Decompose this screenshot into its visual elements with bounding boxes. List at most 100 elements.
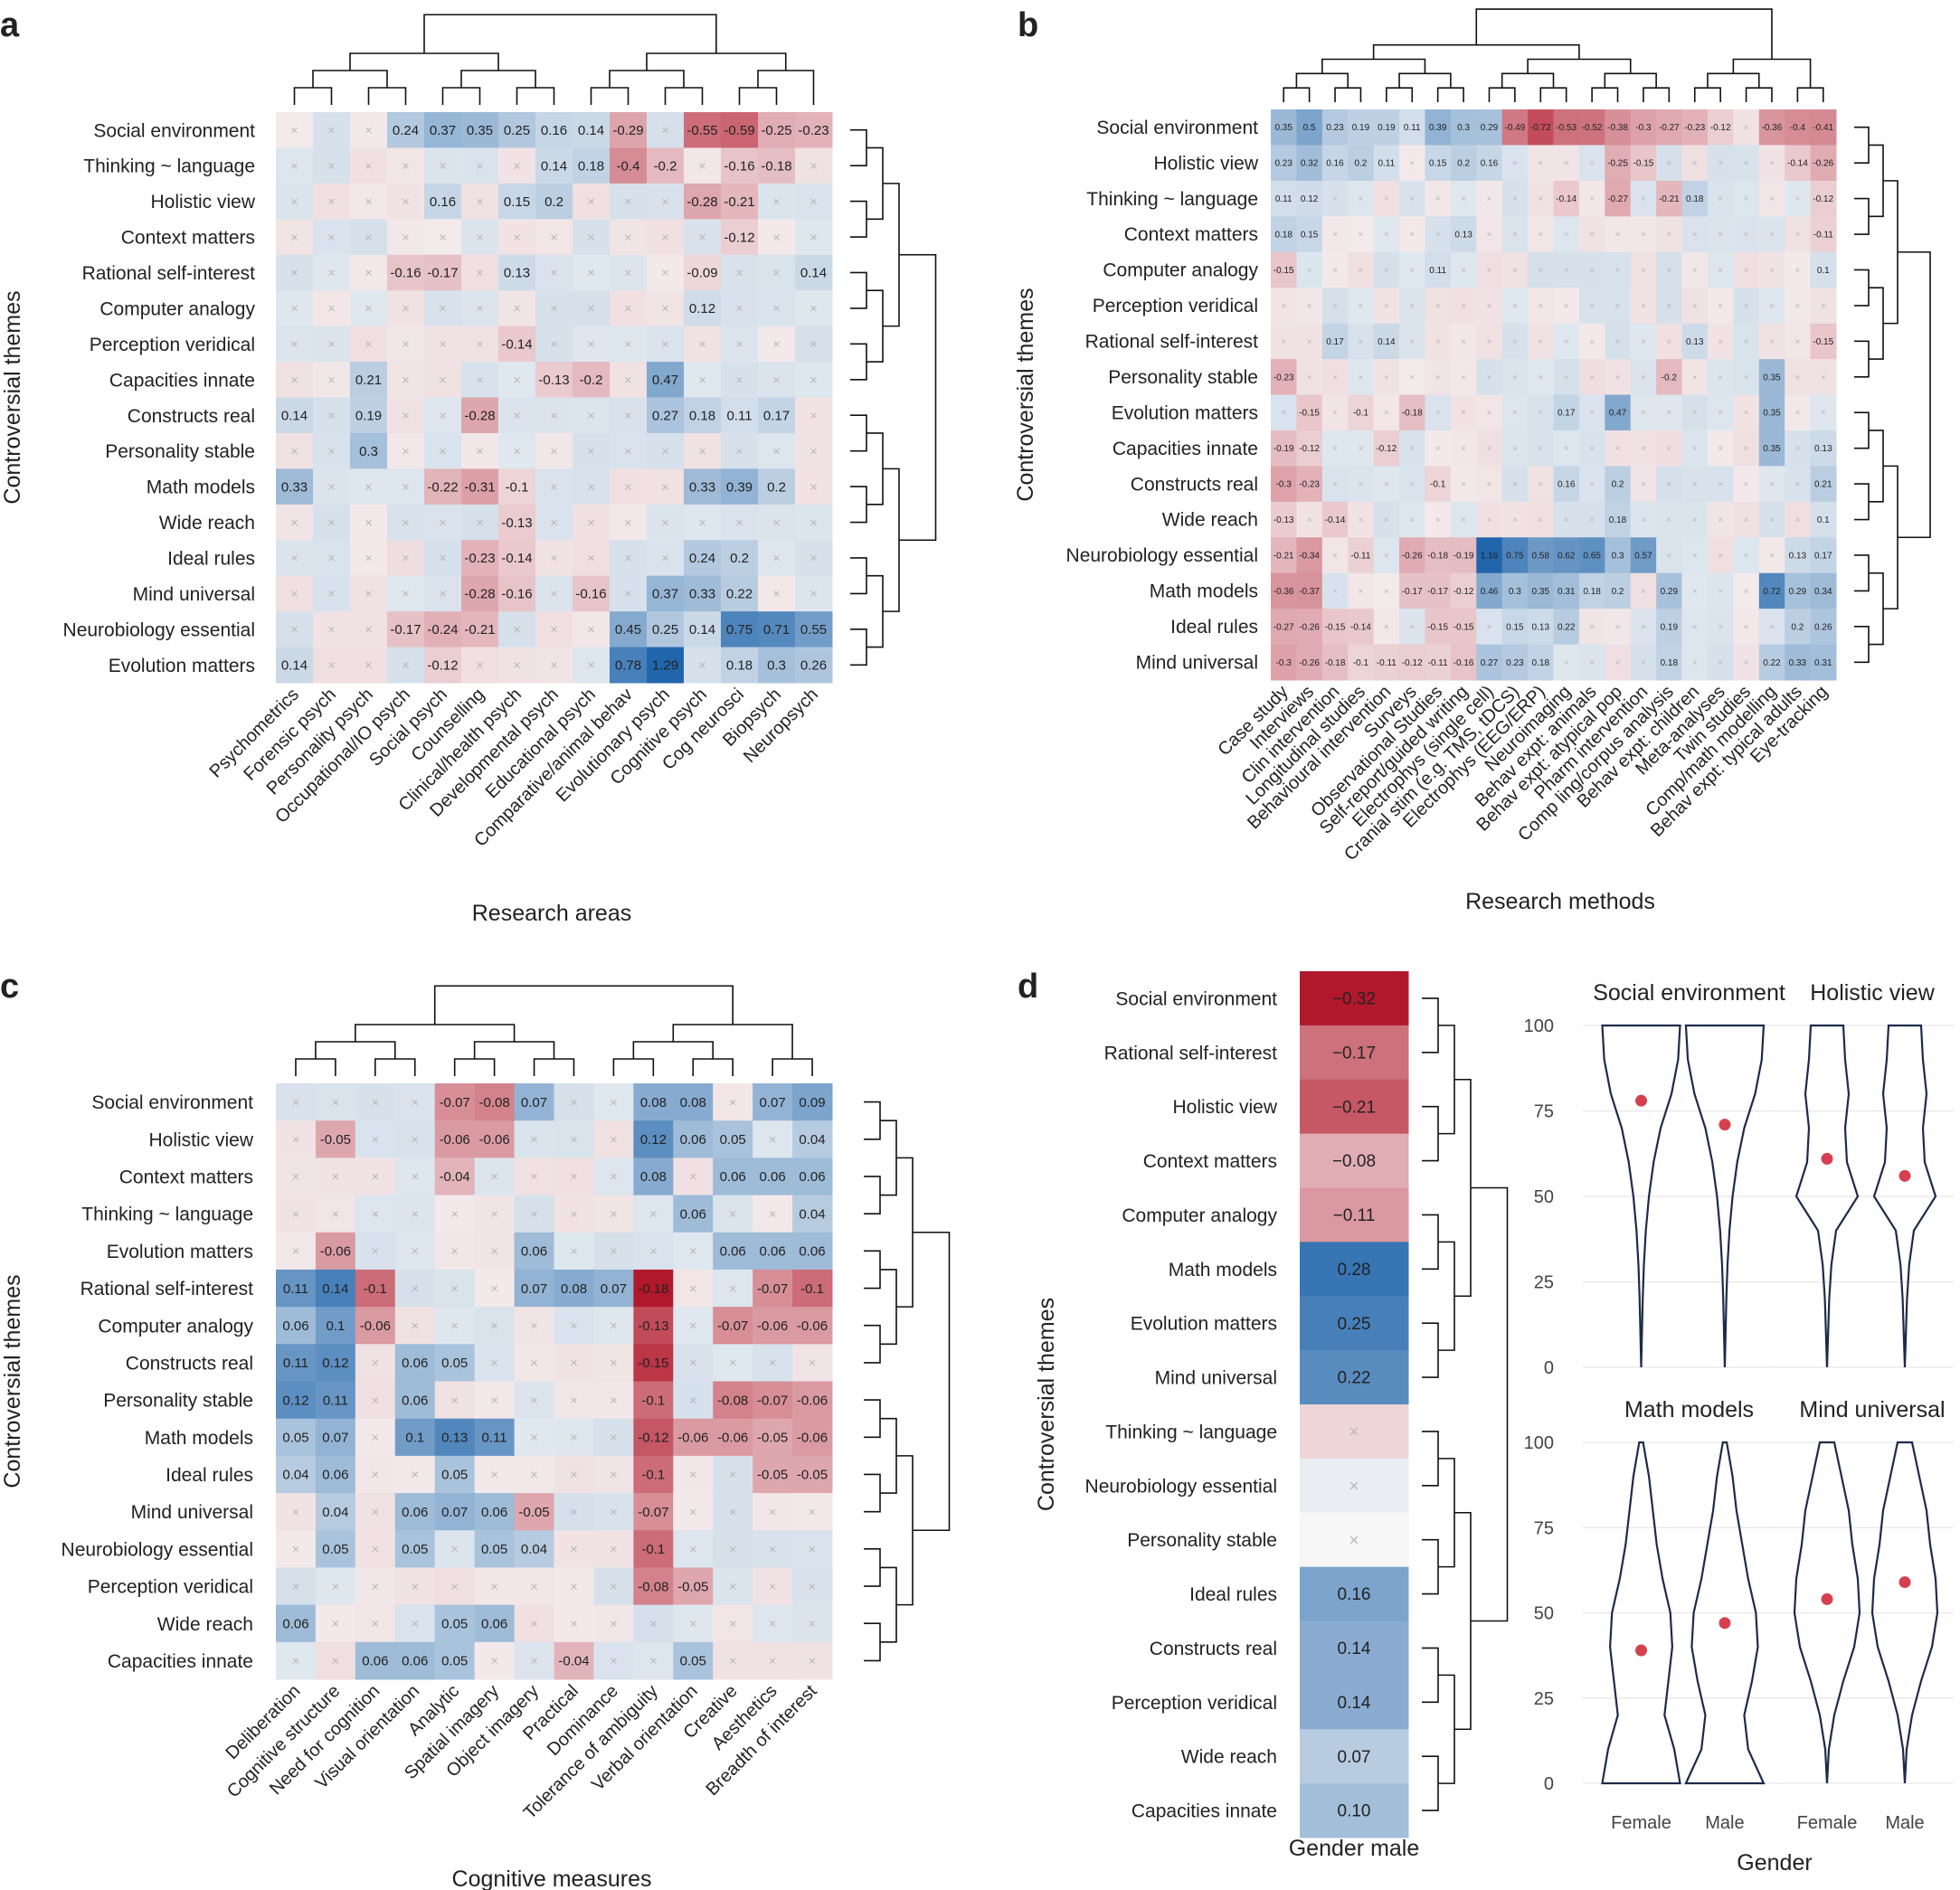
heatmap-cell (315, 1530, 356, 1568)
null-marker: × (624, 551, 632, 566)
null-marker: × (365, 301, 373, 317)
heatmap-cell (394, 1232, 436, 1271)
cell-value: 0.39 (1429, 123, 1447, 133)
null-marker: × (290, 266, 298, 281)
heatmap-cell (1578, 430, 1605, 467)
null-marker: × (1538, 480, 1543, 490)
null-marker: × (1564, 231, 1569, 241)
heatmap-cell (554, 1083, 594, 1121)
heatmap-cell (1271, 537, 1297, 574)
null-marker: × (1384, 515, 1389, 525)
null-marker: × (810, 230, 818, 245)
cell-value: 0.19 (1378, 123, 1396, 133)
cell-value: 0.22 (1338, 1369, 1371, 1388)
cell-value: 0.12 (689, 301, 715, 317)
cell-value: 0.37 (652, 587, 678, 602)
heatmap-cell (461, 254, 499, 291)
null-marker: × (550, 515, 558, 531)
heatmap-cell (434, 1530, 476, 1568)
heatmap-cell (1373, 430, 1400, 467)
cell-value: -0.12 (1453, 587, 1474, 597)
null-marker: × (1564, 515, 1569, 525)
heatmap-cell (1321, 288, 1349, 325)
heatmap-cell (1758, 501, 1785, 538)
violin-shape (1684, 1024, 1766, 1368)
heatmap-cell (713, 1455, 753, 1494)
null-marker: × (772, 194, 781, 210)
heatmap-cell (1733, 572, 1760, 610)
x-axis-title: Gender male (1289, 1836, 1420, 1861)
null-marker: × (1794, 480, 1800, 490)
heatmap-cell (1373, 251, 1400, 288)
cell-value: 0.2 (1791, 622, 1804, 632)
cell-value: 0.28 (1338, 1261, 1371, 1280)
heatmap-cell (434, 1120, 476, 1158)
null-marker: × (689, 1505, 697, 1520)
heatmap-cell (514, 1307, 554, 1345)
cell-value: 0.16 (1481, 159, 1499, 169)
null-marker: × (327, 515, 336, 531)
null-marker: × (1384, 622, 1389, 632)
null-marker: × (1794, 515, 1800, 525)
null-marker: × (1641, 409, 1646, 419)
heatmap-cell (1373, 288, 1400, 325)
heatmap-cell (535, 290, 573, 327)
null-marker: × (490, 1206, 498, 1222)
null-marker: × (1512, 194, 1518, 204)
cell-value: 0.06 (362, 1654, 388, 1669)
cell-value: -0.08 (479, 1095, 510, 1110)
heatmap-cell (593, 1604, 634, 1643)
null-marker: × (1461, 266, 1466, 276)
heatmap-cell (1785, 644, 1812, 681)
null-marker: × (1692, 301, 1698, 311)
heatmap-cell (535, 504, 573, 541)
row-label: Capacities innate (109, 370, 255, 391)
heatmap-cell (673, 1381, 714, 1420)
heatmap-cell (1785, 430, 1812, 467)
cell-value: 0.04 (521, 1542, 547, 1557)
heatmap-cell (1733, 501, 1760, 538)
null-marker: × (1409, 301, 1415, 311)
heatmap-cell (610, 362, 648, 398)
null-marker: × (1666, 159, 1671, 169)
heatmap-cell (1681, 609, 1709, 646)
heatmap-cell (593, 1567, 634, 1606)
heatmap-cell (673, 1307, 714, 1345)
null-marker: × (1332, 231, 1338, 241)
cell-value: -0.07 (757, 1393, 788, 1408)
heatmap-cell (673, 1232, 714, 1271)
null-marker: × (1589, 409, 1595, 419)
heatmap-cell (753, 1530, 793, 1568)
cell-value: -0.14 (501, 551, 532, 566)
heatmap-cell (1348, 359, 1375, 395)
null-marker: × (1409, 159, 1415, 169)
cell-value: 0.33 (689, 479, 715, 495)
null-marker: × (1281, 409, 1286, 419)
heatmap-cell (498, 290, 536, 327)
cell-value: 0.11 (1378, 159, 1395, 169)
cell-value: 0.18 (1686, 194, 1704, 204)
heatmap-cell (387, 611, 425, 648)
heatmap-cell (1553, 288, 1580, 325)
null-marker: × (513, 158, 521, 174)
heatmap-cell (1321, 359, 1349, 395)
null-marker: × (587, 658, 595, 674)
null-marker: × (327, 444, 336, 459)
null-marker: × (402, 194, 410, 210)
row-label: Holistic view (1153, 153, 1258, 174)
null-marker: × (809, 1616, 817, 1631)
heatmap-cell (758, 112, 796, 148)
cell-value: 0.2 (544, 194, 563, 210)
cell-value: -0.21 (1659, 194, 1680, 204)
cell-value: 0.1 (1817, 515, 1830, 525)
heatmap-cell (1528, 466, 1554, 503)
null-marker: × (490, 1244, 498, 1260)
null-marker: × (1538, 337, 1543, 347)
null-marker: × (490, 1356, 498, 1371)
cell-value: -0.1 (641, 1393, 665, 1408)
heatmap-cell (713, 1381, 753, 1420)
null-marker: × (513, 230, 521, 245)
cell-value: -0.52 (1582, 123, 1603, 133)
heatmap-cell (350, 326, 388, 363)
